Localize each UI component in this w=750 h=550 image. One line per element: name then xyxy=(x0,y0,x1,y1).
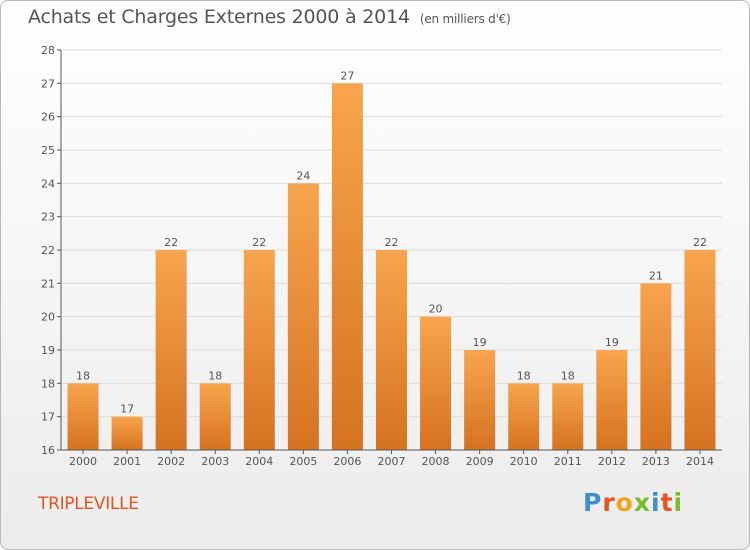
bar xyxy=(243,250,275,450)
chart-title: Achats et Charges Externes 2000 à 2014 (e… xyxy=(28,6,511,28)
y-tick-label: 24 xyxy=(41,177,55,190)
bar xyxy=(508,383,540,450)
x-tick-label: 2001 xyxy=(113,455,141,468)
bar xyxy=(596,350,628,450)
data-label: 22 xyxy=(252,236,266,249)
bar xyxy=(111,416,143,450)
y-tick-label: 27 xyxy=(41,77,55,90)
data-label: 18 xyxy=(76,369,90,382)
logo-letter: t xyxy=(660,488,674,517)
logo-letter: i xyxy=(651,488,661,517)
bar xyxy=(376,250,407,450)
data-label: 19 xyxy=(473,336,487,349)
y-tick-label: 21 xyxy=(41,277,55,290)
data-label: 19 xyxy=(605,336,619,349)
data-label: 18 xyxy=(561,369,575,382)
y-tick-label: 28 xyxy=(41,44,55,57)
x-tick-label: 2008 xyxy=(422,455,450,468)
x-tick-label: 2009 xyxy=(466,455,494,468)
chart-title-text: Achats et Charges Externes 2000 à 2014 xyxy=(28,6,410,28)
y-tick-label: 20 xyxy=(41,311,55,324)
x-tick-label: 2000 xyxy=(69,455,97,468)
bar xyxy=(67,383,99,450)
data-label: 22 xyxy=(164,236,178,249)
bar xyxy=(640,283,672,450)
x-tick-label: 2011 xyxy=(554,455,582,468)
bar xyxy=(420,316,452,450)
data-label: 24 xyxy=(296,169,310,182)
x-tick-label: 2014 xyxy=(686,455,714,468)
x-tick-label: 2010 xyxy=(510,455,538,468)
data-label: 17 xyxy=(120,403,134,416)
x-tick-label: 2012 xyxy=(598,455,626,468)
data-label: 21 xyxy=(649,269,663,282)
axes xyxy=(57,49,722,454)
y-tick-label: 22 xyxy=(41,244,55,257)
data-label: 18 xyxy=(517,369,531,382)
x-tick-label: 2007 xyxy=(378,455,406,468)
x-tick-label: 2002 xyxy=(157,455,185,468)
x-tick-label: 2006 xyxy=(333,455,361,468)
bar xyxy=(155,250,187,450)
chart-unit: (en milliers d'€) xyxy=(419,12,511,26)
data-label: 18 xyxy=(208,369,222,382)
data-label: 22 xyxy=(385,236,399,249)
bar xyxy=(552,383,584,450)
x-tick-label: 2013 xyxy=(642,455,670,468)
logo-letter: P xyxy=(583,488,603,517)
logo-letter: x xyxy=(633,488,651,517)
bar xyxy=(331,83,363,450)
y-tick-label: 26 xyxy=(41,111,55,124)
x-tick-label: 2005 xyxy=(289,455,317,468)
y-tick-label: 19 xyxy=(41,344,55,357)
y-tick-label: 25 xyxy=(41,144,55,157)
bars xyxy=(67,83,716,451)
x-tick-label: 2003 xyxy=(201,455,229,468)
x-tick-label: 2004 xyxy=(245,455,273,468)
logo-letter: r xyxy=(602,488,616,517)
bar xyxy=(684,250,716,450)
y-tick-label: 18 xyxy=(41,377,55,390)
proxiti-logo: Proxiti xyxy=(583,488,683,517)
logo-letter: i xyxy=(673,488,684,517)
data-label: 27 xyxy=(340,69,354,82)
bar xyxy=(464,350,496,450)
y-tick-label: 17 xyxy=(41,411,55,424)
town-name: TRIPLEVILLE xyxy=(38,494,139,514)
labels: 16 17 18 19 20 21 22 23 24 25 26 27 28 18 2000 17 2001 22… xyxy=(41,44,714,468)
bar xyxy=(287,183,319,451)
y-tick-label: 16 xyxy=(41,444,55,457)
logo-letter: o xyxy=(615,488,634,517)
data-label: 20 xyxy=(429,303,443,316)
y-tick-label: 23 xyxy=(41,211,55,224)
data-label: 22 xyxy=(693,236,707,249)
bar xyxy=(199,383,231,450)
